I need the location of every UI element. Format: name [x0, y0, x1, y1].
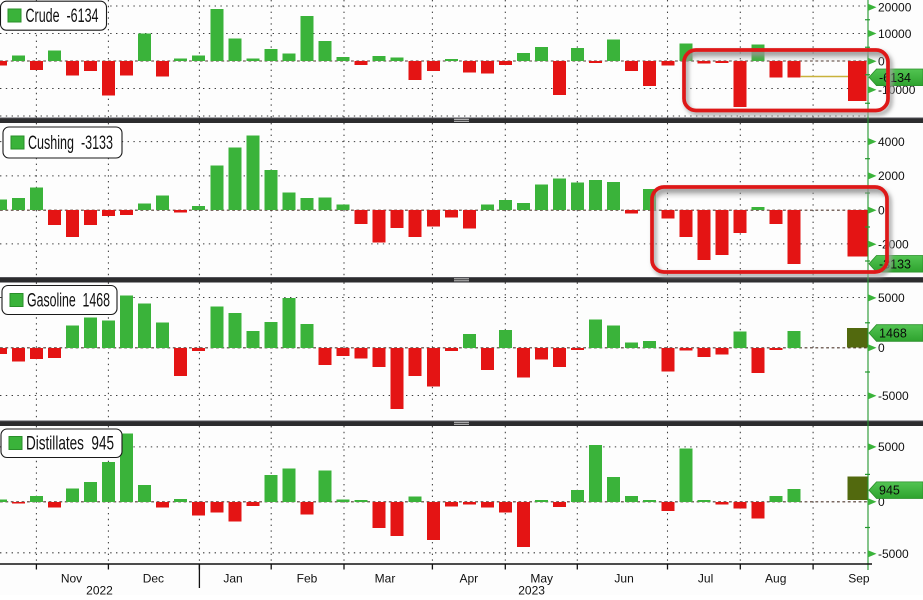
svg-text:Crude -6134: Crude -6134 — [26, 6, 99, 27]
svg-text:1468: 1468 — [879, 327, 907, 341]
svg-text:Dec: Dec — [143, 572, 164, 586]
svg-text:5000: 5000 — [878, 291, 905, 305]
svg-text:Jun: Jun — [614, 572, 633, 586]
svg-text:Sep: Sep — [848, 572, 870, 586]
svg-text:0: 0 — [878, 495, 885, 509]
svg-text:945: 945 — [879, 484, 900, 498]
svg-text:Nov: Nov — [61, 572, 82, 586]
svg-text:-5000: -5000 — [878, 389, 909, 403]
svg-text:Cushing -3133: Cushing -3133 — [28, 133, 113, 154]
svg-text:0: 0 — [878, 204, 885, 218]
svg-text:2000: 2000 — [878, 169, 905, 183]
svg-text:2023: 2023 — [518, 584, 545, 596]
svg-text:4000: 4000 — [878, 135, 905, 149]
svg-text:Jul: Jul — [698, 572, 713, 586]
svg-text:Gasoline 1468: Gasoline 1468 — [27, 290, 110, 311]
svg-text:May: May — [530, 572, 553, 586]
svg-text:2022: 2022 — [86, 584, 113, 596]
svg-text:20000: 20000 — [878, 1, 912, 15]
svg-text:Aug: Aug — [765, 572, 786, 586]
svg-text:-5000: -5000 — [878, 547, 909, 561]
svg-text:Jan: Jan — [223, 572, 242, 586]
svg-text:-2000: -2000 — [878, 238, 909, 252]
svg-text:Distillates 945: Distillates 945 — [26, 434, 114, 455]
svg-text:Apr: Apr — [459, 572, 478, 586]
svg-text:5000: 5000 — [878, 440, 905, 454]
svg-text:-6134: -6134 — [879, 71, 911, 85]
svg-text:0: 0 — [878, 341, 885, 355]
svg-text:Feb: Feb — [297, 572, 318, 586]
svg-text:10000: 10000 — [878, 27, 912, 41]
svg-text:Mar: Mar — [375, 572, 396, 586]
